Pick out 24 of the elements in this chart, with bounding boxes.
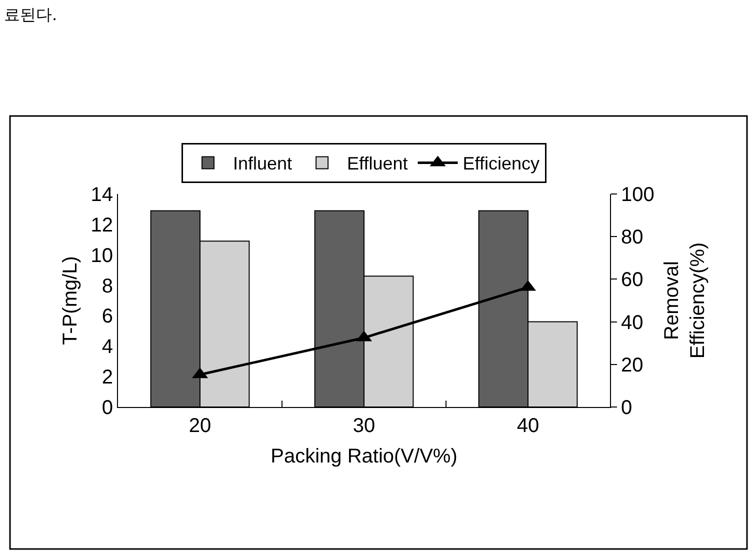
y-tick-label: 10: [90, 244, 113, 267]
y2-tick-label: 80: [621, 226, 644, 249]
y2-tick-label: 0: [621, 397, 632, 419]
x-axis-title: Packing Ratio(V/V%): [270, 446, 458, 468]
y-tick-label: 8: [102, 275, 113, 298]
y-tick-label: 2: [102, 366, 113, 389]
y-tick-label: 14: [90, 184, 113, 206]
y-tick-label: 6: [102, 306, 113, 328]
x-tick-label: 40: [516, 415, 540, 437]
y-tick-label: 4: [102, 336, 113, 358]
y2-tick-label: 100: [621, 184, 654, 206]
y-tick-label: 0: [102, 397, 113, 419]
text: 료된다.: [4, 5, 58, 24]
legend-label: Influent: [233, 154, 292, 174]
y-axis-title: T-P(mg/L): [59, 256, 82, 345]
y-tick-label: 12: [90, 214, 113, 236]
legend-label: Effluent: [347, 154, 408, 174]
y2-tick-label: 40: [621, 312, 644, 334]
legend-label: Efficiency: [462, 154, 540, 174]
x-tick-label: 30: [352, 415, 376, 437]
x-tick-label: 20: [188, 415, 212, 437]
y2-axis-title: Removal Efficiency(%): [660, 242, 709, 359]
y2-tick-label: 60: [621, 269, 644, 292]
y2-tick-label: 20: [621, 354, 644, 376]
